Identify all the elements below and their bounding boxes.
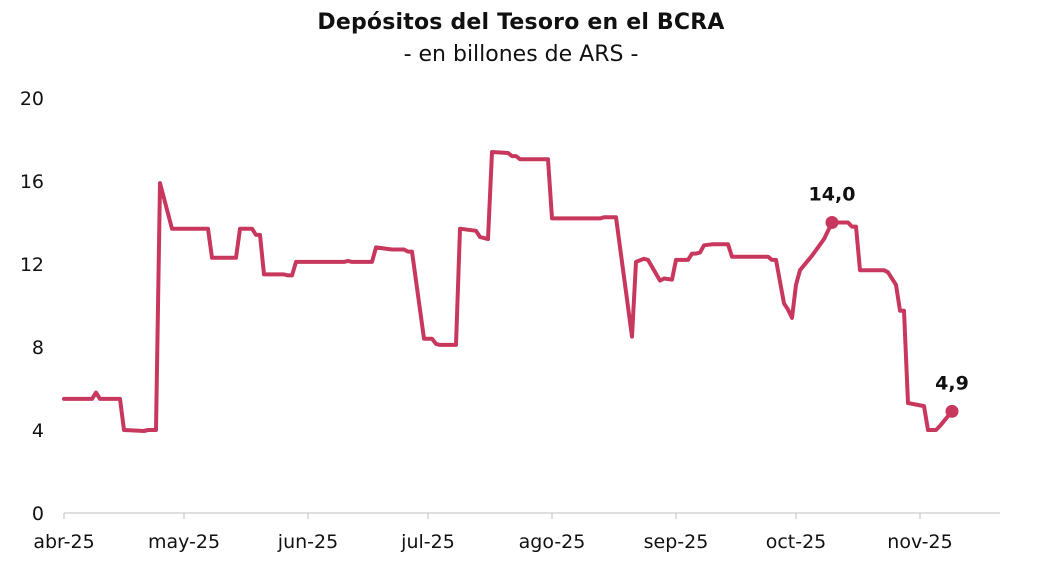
y-tick-label: 8	[32, 337, 44, 359]
y-tick-label: 0	[32, 503, 44, 525]
annotations: 14,0 4,9	[809, 184, 969, 418]
x-tick-label: nov-25	[887, 531, 952, 553]
x-tick-label: sep-25	[644, 531, 709, 553]
x-tick-label: abr-25	[33, 531, 94, 553]
x-tick-label: oct-25	[766, 531, 827, 553]
x-tick-labels: abr-25 may-25 jun-25 jul-25 ago-25 sep-25 oct-…	[33, 531, 952, 553]
y-tick-label: 16	[20, 171, 44, 193]
data-label: 4,9	[935, 372, 969, 394]
y-tick-labels: 0 4 8 12 16 20	[20, 88, 44, 525]
x-tick-label: ago-25	[519, 531, 586, 553]
x-tick-label: may-25	[148, 531, 220, 553]
y-tick-label: 12	[20, 254, 44, 276]
chart-title: Depósitos del Tesoro en el BCRA	[317, 10, 725, 35]
x-tick-label: jun-25	[277, 531, 338, 553]
y-tick-label: 20	[20, 88, 44, 110]
axes	[63, 512, 1000, 519]
y-tick-label: 4	[32, 420, 44, 442]
data-label: 14,0	[809, 184, 856, 206]
x-tick-label: jul-25	[400, 531, 455, 553]
data-point-marker	[945, 404, 959, 418]
data-point-marker	[825, 216, 839, 229]
chart-subtitle: - en billones de ARS -	[403, 42, 639, 67]
